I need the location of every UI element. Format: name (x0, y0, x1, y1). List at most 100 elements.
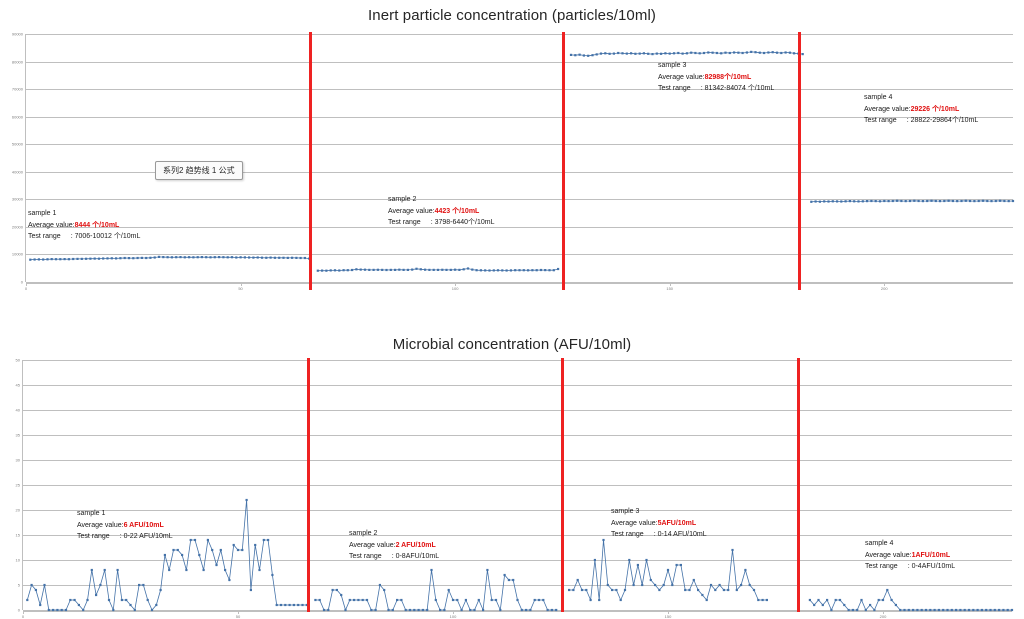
series-marker (232, 543, 235, 547)
series-marker (265, 256, 268, 259)
annotation-range-label: Test range (28, 233, 61, 240)
series-marker (518, 269, 521, 272)
series-marker (318, 598, 321, 602)
series-marker (615, 588, 618, 592)
y-axis-tick-label: 60000 (11, 114, 23, 120)
series-marker (715, 51, 718, 55)
series-marker (475, 269, 478, 272)
series-marker (252, 256, 255, 259)
data-series-layer (29, 50, 1015, 272)
series-marker (426, 608, 429, 612)
series-marker (254, 543, 257, 547)
y-axis-tick-label: 45 (15, 382, 20, 388)
series-marker (376, 268, 379, 271)
series-marker (123, 256, 126, 260)
series-marker (537, 598, 541, 602)
series-marker (37, 258, 40, 261)
series-marker (213, 256, 216, 259)
series-marker (947, 199, 950, 202)
series-marker (389, 268, 392, 271)
series-marker (34, 588, 37, 592)
chart-title-microbial: Microbial concentration (AFU/10ml) (392, 336, 632, 353)
x-axis-tick-label: 100 (449, 614, 457, 619)
series-marker (843, 603, 846, 607)
annotation-average-line: Average value: 1AFU/10mL (865, 550, 955, 562)
series-marker (166, 256, 169, 259)
series-marker (651, 53, 654, 56)
x-axis-tick-label: 50 (235, 614, 241, 619)
series-marker (428, 268, 431, 271)
series-marker (840, 200, 843, 203)
series-marker (761, 598, 764, 602)
series-marker (883, 199, 886, 203)
series-marker (192, 256, 195, 259)
series-marker (707, 51, 710, 54)
series-marker (937, 608, 940, 612)
series-marker (821, 603, 824, 607)
series-marker (606, 583, 609, 587)
series-marker (391, 608, 394, 612)
series-marker (641, 583, 644, 587)
series-marker (205, 256, 208, 259)
series-marker (775, 51, 779, 54)
series-marker (866, 200, 869, 203)
series-marker (851, 608, 854, 612)
annotation-range-label: Test range (349, 553, 382, 560)
series-marker (1010, 608, 1014, 612)
series-marker (514, 269, 517, 272)
series-marker (69, 598, 72, 602)
series-marker (666, 568, 670, 572)
chart-title-inert-particle: Inert particle concentration (particles/… (368, 7, 656, 24)
y-axis-tick-label: 80000 (11, 59, 23, 65)
series-marker (443, 608, 446, 612)
series-marker (955, 608, 958, 612)
series-marker (153, 256, 156, 259)
gridline (23, 360, 1012, 361)
series-marker (378, 583, 381, 587)
series-marker (920, 608, 923, 612)
series-marker (771, 51, 774, 54)
series-marker (788, 51, 791, 54)
series-marker (76, 257, 79, 260)
series-marker (150, 608, 154, 612)
annotation-sample-label: sample 3 (658, 62, 687, 69)
gridline (26, 254, 1013, 255)
annotation-range-value: 28822-29864个/10mL (910, 117, 979, 124)
series-marker (907, 608, 910, 612)
annotation-colon: : (700, 85, 705, 92)
annotation-sample-label: sample 2 (349, 530, 378, 537)
series-marker (647, 52, 650, 55)
trendline-formula-label[interactable]: 系列2 趋势线 1 公式 (155, 161, 243, 180)
series-marker (211, 548, 214, 552)
series-marker (745, 51, 748, 54)
series-marker (26, 598, 29, 602)
series-marker (236, 548, 240, 552)
x-axis-tick-mark (668, 610, 669, 614)
series-marker (568, 588, 571, 592)
series-marker (303, 256, 306, 260)
series-marker (1003, 199, 1006, 203)
annotation-sample-label: sample 3 (611, 508, 640, 515)
series-marker (917, 199, 920, 203)
series-marker (346, 269, 349, 272)
series-marker (685, 52, 688, 55)
annotation-average-value: 82988个/10mL (704, 73, 752, 81)
series-marker (1007, 200, 1010, 203)
series-marker (838, 598, 842, 602)
gridline (23, 410, 1012, 411)
annotation-range-label: Test range (865, 563, 898, 570)
series-marker (986, 199, 989, 203)
series-marker (106, 257, 109, 260)
annotation-average-label: Average value: (611, 519, 658, 527)
y-axis-tick-label: 15 (15, 532, 20, 538)
series-marker (206, 538, 209, 542)
series-marker (701, 593, 704, 597)
annotation-sample-label: sample 4 (865, 540, 894, 547)
series-marker (604, 52, 607, 55)
series-marker (973, 200, 976, 203)
gridline (23, 510, 1012, 511)
series-marker (585, 588, 588, 592)
x-axis-tick-label: 150 (664, 614, 672, 619)
series-marker (368, 268, 371, 271)
